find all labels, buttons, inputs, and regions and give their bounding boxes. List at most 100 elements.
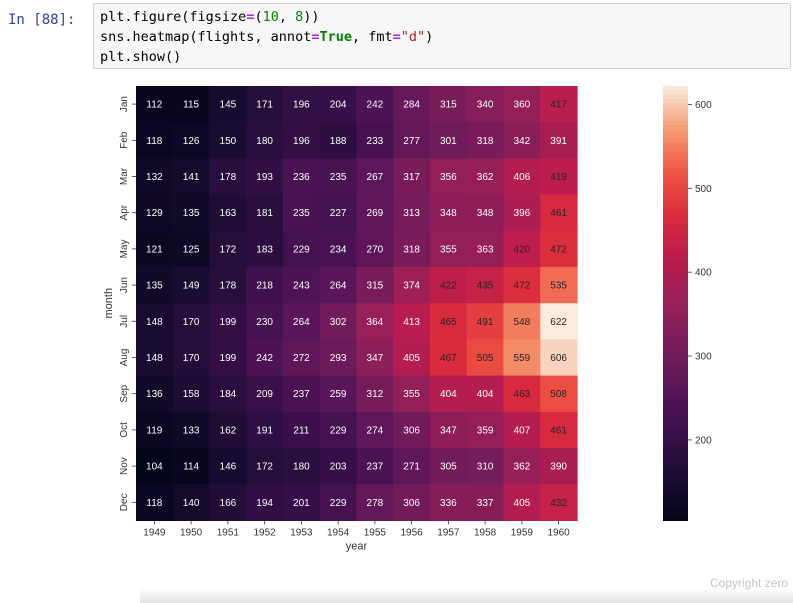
colorbar-segment	[663, 424, 688, 430]
cell-annotation: 242	[367, 100, 384, 111]
code-cell[interactable]: plt.figure(figsize=(10, 8)) sns.heatmap(…	[93, 3, 791, 69]
x-tick-label: 1958	[474, 527, 497, 538]
cell-annotation: 405	[403, 353, 420, 364]
colorbar-segment	[663, 120, 688, 126]
heatmap-cell	[319, 339, 358, 377]
heatmap-cell	[172, 303, 211, 340]
heatmap-cell	[393, 122, 431, 159]
heatmap-cell	[283, 448, 321, 485]
colorbar-segment	[663, 489, 688, 495]
colorbar-segment	[663, 429, 688, 435]
heatmap-cell	[172, 267, 211, 304]
cell-annotation: 269	[367, 208, 384, 219]
heatmap-cell	[466, 484, 505, 521]
cell-annotation: 146	[220, 462, 237, 473]
heatmap-cell	[246, 158, 284, 196]
cell-annotation: 264	[293, 317, 310, 328]
cell-annotation: 559	[514, 353, 531, 364]
heatmap-cell	[393, 339, 431, 377]
colorbar-segment	[663, 233, 688, 239]
heatmap-cell	[209, 448, 247, 485]
cell-annotation: 271	[403, 462, 420, 473]
colorbar-segment	[663, 181, 688, 187]
cell-annotation: 336	[440, 498, 457, 509]
heatmap-cell	[136, 375, 174, 413]
heatmap-cell	[209, 122, 247, 159]
y-tick-label: Jul	[119, 315, 130, 328]
cell-annotation: 277	[403, 136, 420, 147]
cell-annotation: 267	[367, 172, 384, 183]
cell-annotation: 234	[330, 244, 347, 255]
colorbar-segment	[663, 416, 688, 422]
cell-annotation: 188	[330, 136, 347, 147]
colorbar-segment	[663, 333, 688, 339]
colorbar-segment	[663, 242, 688, 248]
cell-annotation: 229	[293, 244, 310, 255]
cell-annotation: 163	[220, 208, 237, 219]
cell-annotation: 118	[146, 136, 162, 147]
x-tick-label: 1960	[548, 527, 571, 538]
cell-annotation: 606	[550, 353, 567, 364]
colorbar-segment	[663, 368, 688, 374]
heatmap-cell	[356, 411, 394, 449]
cell-annotation: 355	[403, 389, 420, 400]
heatmap-cell	[466, 448, 505, 485]
cell-annotation: 170	[183, 317, 200, 328]
cell-annotation: 461	[550, 208, 567, 219]
colorbar-segment	[663, 463, 688, 469]
y-tick-label: Feb	[119, 131, 130, 149]
heatmap-cell	[283, 303, 321, 340]
cell-annotation: 284	[403, 100, 420, 111]
heatmap-cell	[319, 484, 358, 521]
colorbar-segment	[663, 107, 688, 113]
cell-annotation: 229	[330, 498, 347, 509]
cell-annotation: 364	[367, 317, 384, 328]
heatmap-cell	[136, 303, 174, 340]
x-tick-label: 1949	[143, 527, 166, 538]
heatmap-cell	[430, 158, 468, 196]
cell-annotation: 141	[183, 172, 200, 183]
heatmap-cell	[540, 303, 578, 340]
cell-annotation: 340	[477, 100, 494, 111]
heatmap-cell	[319, 158, 358, 196]
cell-annotation: 191	[256, 425, 273, 436]
heatmap-cell	[209, 194, 247, 232]
cell-annotation: 178	[220, 281, 237, 292]
colorbar-segment	[663, 459, 688, 465]
cell-annotation: 181	[256, 208, 273, 219]
colorbar-segment	[663, 455, 688, 461]
colorbar-segment	[663, 329, 688, 335]
cell-annotation: 505	[477, 353, 494, 364]
heatmap-cell	[209, 484, 247, 521]
colorbar-segment	[663, 220, 688, 226]
x-tick-label: 1957	[437, 527, 460, 538]
cell-annotation: 348	[477, 208, 494, 219]
heatmap-cell	[172, 339, 211, 377]
heatmap-cell	[283, 122, 321, 159]
cell-annotation: 313	[403, 208, 420, 219]
heatmap-cell	[283, 339, 321, 377]
y-tick-label: Dec	[119, 493, 130, 511]
x-tick-label: 1953	[290, 527, 313, 538]
heatmap-cell	[430, 230, 468, 268]
colorbar-segment	[663, 468, 688, 474]
heatmap-cell	[246, 303, 284, 340]
cell-annotation: 419	[550, 172, 567, 183]
cell-annotation: 148	[146, 317, 163, 328]
heatmap-cell	[319, 230, 358, 268]
heatmap-cell	[356, 303, 394, 340]
cell-annotation: 148	[146, 353, 163, 364]
cell-annotation: 199	[220, 353, 237, 364]
heatmap-cell	[393, 158, 431, 196]
code-line-3: plt.show()	[100, 49, 182, 65]
heatmap-cell	[540, 339, 578, 377]
colorbar-segment	[663, 207, 688, 213]
heatmap-cell	[503, 339, 541, 377]
colorbar-segment	[663, 281, 688, 287]
cell-annotation: 135	[146, 281, 163, 292]
colorbar-segment	[663, 138, 688, 144]
heatmap-cell	[356, 484, 394, 521]
cell-annotation: 237	[293, 389, 310, 400]
colorbar-segment	[663, 198, 688, 204]
